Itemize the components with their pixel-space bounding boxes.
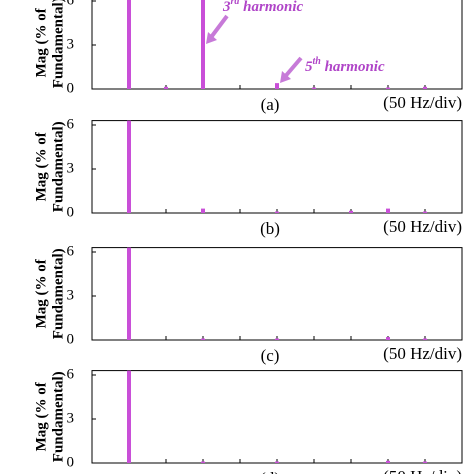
bars (127, 120, 427, 213)
y-tick-label: 3 (67, 36, 75, 52)
bar (127, 370, 131, 463)
y-tick-label: 0 (67, 454, 75, 470)
bar (386, 87, 390, 89)
bar (127, 120, 131, 213)
subplot-label: (c) (261, 346, 280, 365)
bar (164, 86, 168, 89)
bars (127, 247, 427, 340)
y-axis-label: Fundamental) (50, 371, 66, 462)
x-axis-unit: (50 Hz/div) (383, 344, 462, 363)
y-axis-label: Fundamental) (50, 0, 66, 88)
x-axis-unit: (50 Hz/div) (383, 467, 462, 474)
y-tick-label: 0 (67, 204, 75, 220)
bar (201, 461, 205, 463)
bars (127, 0, 427, 89)
plot-frame (91, 370, 463, 464)
annotation-part: 3 (222, 0, 231, 15)
bar (275, 461, 279, 463)
plot-frame (91, 247, 463, 341)
bar (127, 0, 131, 89)
bar (201, 338, 205, 340)
bar (423, 461, 427, 463)
bars (127, 370, 427, 463)
y-tick-label: 3 (67, 287, 75, 303)
plot-frame (91, 120, 463, 214)
subplot-label: (a) (261, 95, 280, 114)
y-tick-label: 3 (67, 410, 75, 426)
bar (423, 211, 427, 213)
bar (275, 338, 279, 340)
subplot-label: (b) (260, 219, 280, 238)
y-axis-label: Mag (% of (33, 7, 49, 77)
y-tick-label: 0 (67, 331, 75, 347)
bar (423, 338, 427, 340)
x-axis-unit: (50 Hz/div) (383, 93, 462, 112)
x-axis-unit: (50 Hz/div) (383, 217, 462, 236)
bar (386, 337, 390, 340)
subplot-label: (d) (260, 469, 280, 474)
annotation-arrowhead (280, 71, 291, 83)
y-axis-label: Mag (% of (33, 258, 49, 328)
annotation-sup: th (313, 56, 322, 67)
y-axis-label: Fundamental) (50, 248, 66, 339)
bar (312, 87, 316, 89)
y-tick-label: 0 (67, 80, 75, 96)
y-tick-label: 6 (67, 0, 75, 8)
bar (386, 208, 390, 213)
bar (127, 247, 131, 340)
bar (201, 0, 205, 89)
bar (349, 210, 353, 213)
bar (423, 86, 427, 89)
annotation-sup: rd (231, 0, 241, 7)
y-tick-label: 6 (67, 243, 75, 259)
annotation-part: 5 (305, 59, 313, 75)
annotation: 3rd harmonic (222, 0, 304, 15)
bar (275, 83, 279, 89)
y-tick-label: 6 (67, 116, 75, 132)
annotation-part: harmonic (239, 0, 303, 15)
bar (201, 208, 205, 213)
y-axis-label: Fundamental) (50, 121, 66, 212)
y-tick-label: 6 (67, 366, 75, 382)
y-axis-label: Mag (% of (33, 131, 49, 201)
annotation: 5th harmonic (305, 56, 385, 75)
bar (386, 460, 390, 463)
bar (275, 211, 279, 213)
y-axis-label: Mag (% of (33, 381, 49, 451)
annotation-arrowhead (206, 32, 217, 44)
y-tick-label: 3 (67, 160, 75, 176)
annotation-part: harmonic (321, 59, 385, 75)
